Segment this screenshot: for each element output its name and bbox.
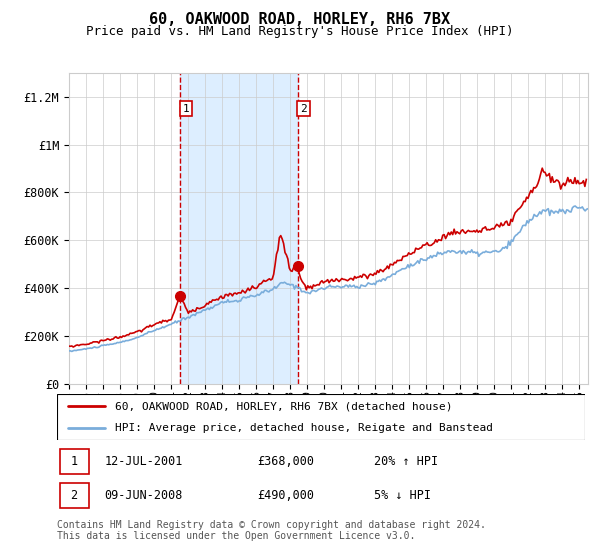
Text: 5% ↓ HPI: 5% ↓ HPI (374, 489, 431, 502)
Text: 12-JUL-2001: 12-JUL-2001 (104, 455, 183, 468)
Text: Price paid vs. HM Land Registry's House Price Index (HPI): Price paid vs. HM Land Registry's House … (86, 25, 514, 38)
Text: £368,000: £368,000 (257, 455, 314, 468)
Text: 09-JUN-2008: 09-JUN-2008 (104, 489, 183, 502)
Text: HPI: Average price, detached house, Reigate and Banstead: HPI: Average price, detached house, Reig… (115, 423, 493, 433)
Text: £490,000: £490,000 (257, 489, 314, 502)
Text: 1: 1 (71, 455, 78, 468)
Text: 2: 2 (300, 104, 307, 114)
Text: 20% ↑ HPI: 20% ↑ HPI (374, 455, 438, 468)
Text: 60, OAKWOOD ROAD, HORLEY, RH6 7BX: 60, OAKWOOD ROAD, HORLEY, RH6 7BX (149, 12, 451, 27)
Text: 2: 2 (71, 489, 78, 502)
Bar (59, 483, 89, 508)
Text: Contains HM Land Registry data © Crown copyright and database right 2024.
This d: Contains HM Land Registry data © Crown c… (57, 520, 486, 542)
Bar (180, 73, 298, 384)
Text: 60, OAKWOOD ROAD, HORLEY, RH6 7BX (detached house): 60, OAKWOOD ROAD, HORLEY, RH6 7BX (detac… (115, 401, 452, 411)
Text: 1: 1 (182, 104, 190, 114)
Bar (59, 449, 89, 474)
